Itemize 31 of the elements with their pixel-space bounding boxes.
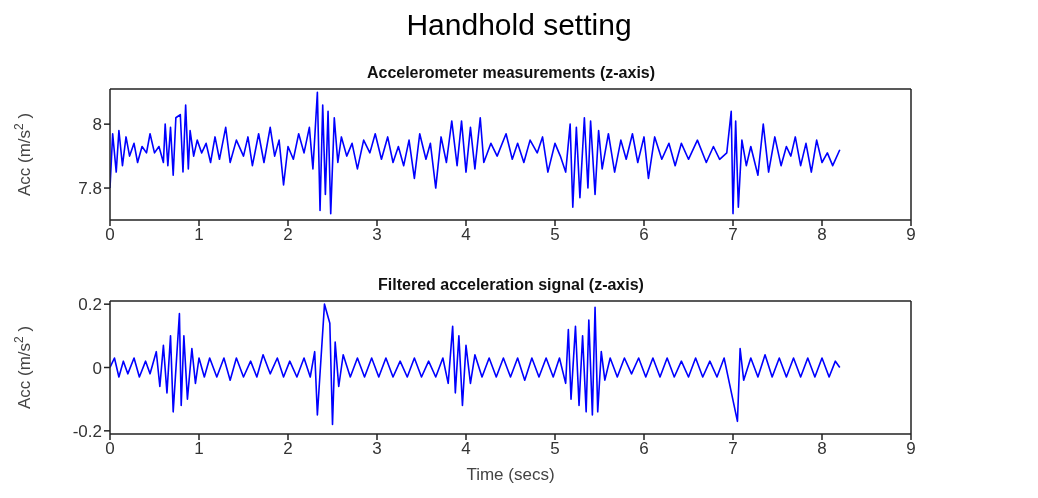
y-tick-label: 8 bbox=[92, 115, 102, 135]
x-tick-label: 9 bbox=[906, 225, 916, 245]
line-series bbox=[110, 91, 841, 215]
chart-title: Handhold setting bbox=[405, 8, 633, 42]
x-tick-label: 2 bbox=[283, 439, 293, 459]
chart-title: Filtered acceleration signal (z-axis) bbox=[377, 276, 645, 294]
x-tick-label: 6 bbox=[639, 225, 649, 245]
y-tick-label: 0.2 bbox=[78, 295, 102, 315]
y-tick-label: 7.8 bbox=[78, 179, 102, 199]
x-tick-label: 1 bbox=[194, 439, 204, 459]
y-tick-label: 0 bbox=[92, 358, 102, 378]
x-tick-label: 0 bbox=[105, 225, 115, 245]
x-tick-label: 5 bbox=[550, 439, 560, 459]
chart-subtitle: Accelerometer measurements (z-axis) bbox=[365, 64, 657, 82]
x-tick-label: 7 bbox=[728, 225, 738, 245]
x-tick-label: 5 bbox=[550, 225, 560, 245]
line-series bbox=[110, 303, 841, 426]
x-tick-label: 8 bbox=[817, 439, 827, 459]
x-tick-label: 1 bbox=[194, 225, 204, 245]
x-tick-label: 6 bbox=[639, 439, 649, 459]
x-tick-label: 4 bbox=[461, 439, 471, 459]
x-tick-label: 3 bbox=[372, 439, 382, 459]
x-tick-label: 4 bbox=[461, 225, 471, 245]
x-tick-label: 7 bbox=[728, 439, 738, 459]
x-tick-label: 3 bbox=[372, 225, 382, 245]
y-tick-label: -0.2 bbox=[72, 421, 102, 441]
x-tick-label: 2 bbox=[283, 225, 293, 245]
x-axis-title: Time (secs) bbox=[466, 465, 555, 484]
x-tick-label: 8 bbox=[817, 225, 827, 245]
x-tick-label: 9 bbox=[906, 439, 916, 459]
x-tick-label: 0 bbox=[105, 439, 115, 459]
